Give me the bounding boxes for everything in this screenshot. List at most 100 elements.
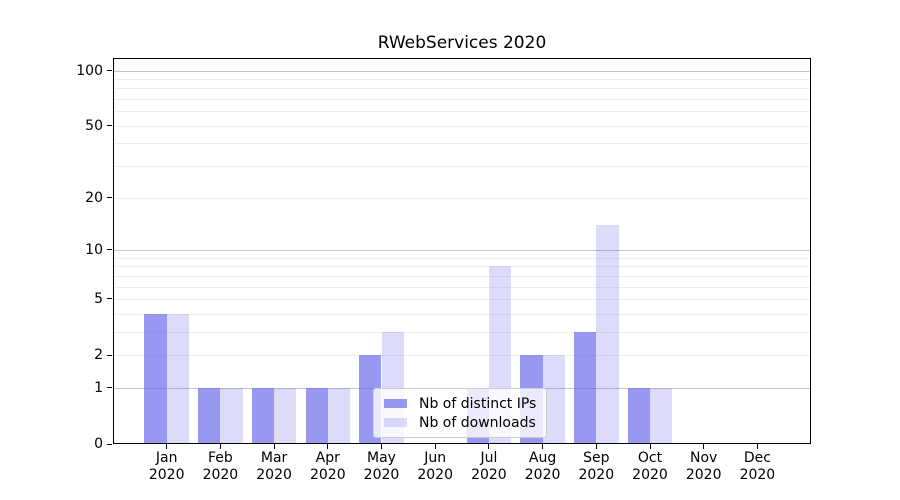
- gridline-major-10: [113, 249, 811, 251]
- x-tick-month: Apr: [315, 450, 340, 466]
- plot-frame: [113, 58, 811, 444]
- y-tick-label-0: 0: [94, 436, 103, 452]
- x-tick-month: Dec: [743, 450, 771, 466]
- x-tick-year: 2020: [363, 467, 400, 483]
- gridline-minor-6: [113, 286, 811, 288]
- gridline-minor-2: [113, 355, 811, 357]
- gridline-minor-40: [113, 143, 811, 145]
- y-tick-label-100: 100: [76, 62, 103, 79]
- x-tick-year: 2020: [632, 467, 668, 483]
- x-tick-label-may: May 2020: [350, 450, 414, 484]
- bar-nb-of-distinct-ips-jan: [144, 313, 167, 444]
- x-tick-mark-oct: [649, 444, 651, 449]
- x-tick-year: 2020: [471, 467, 507, 483]
- gridline-minor-5: [113, 298, 811, 300]
- y-tick-mark-5: [107, 298, 112, 300]
- gridline-minor-7: [113, 275, 811, 277]
- x-tick-month: Jun: [424, 450, 447, 466]
- x-tick-mark-jan: [166, 444, 168, 449]
- x-tick-mark-dec: [756, 444, 758, 449]
- gridline-minor-8: [113, 266, 811, 268]
- gridline-minor-20: [113, 197, 811, 199]
- bar-nb-of-distinct-ips-apr: [305, 387, 328, 444]
- x-tick-mark-apr: [327, 444, 329, 449]
- y-tick-mark-0: [107, 443, 112, 445]
- bar-nb-of-downloads-aug: [542, 355, 565, 444]
- gridline-minor-70: [113, 99, 811, 101]
- gridline-minor-50: [113, 125, 811, 127]
- x-tick-month: Feb: [207, 450, 233, 466]
- x-tick-label-nov: Nov 2020: [672, 450, 736, 484]
- legend-label: Nb of downloads: [419, 414, 536, 431]
- x-tick-mark-mar: [273, 444, 275, 449]
- legend-swatch-distinct-ips: [384, 399, 407, 408]
- gridline-minor-4: [113, 313, 811, 315]
- x-tick-mark-nov: [703, 444, 705, 449]
- x-tick-year: 2020: [578, 467, 615, 483]
- x-tick-year: 2020: [524, 467, 561, 483]
- legend-swatch-downloads: [384, 418, 407, 427]
- x-tick-label-dec: Dec 2020: [725, 450, 789, 484]
- x-tick-month: Oct: [637, 450, 663, 466]
- bar-nb-of-downloads-sep: [596, 224, 619, 444]
- x-tick-year: 2020: [256, 467, 292, 483]
- x-tick-label-jul: Jul 2020: [457, 450, 521, 484]
- legend-item-distinct-ips: Nb of distinct IPs: [384, 394, 536, 413]
- x-tick-mark-may: [381, 444, 382, 449]
- x-tick-year: 2020: [685, 467, 722, 483]
- y-tick-mark-10: [107, 249, 112, 251]
- bar-nb-of-distinct-ips-feb: [198, 387, 221, 444]
- x-tick-label-sep: Sep 2020: [564, 450, 628, 484]
- x-tick-label-mar: Mar 2020: [242, 450, 306, 484]
- legend: Nb of distinct IPs Nb of downloads: [373, 388, 548, 438]
- plot-area: 0 1 2 5 10 20 50 100 Jan 2020 Feb 2020 Mar 2020 Apr 202…: [76, 58, 811, 483]
- x-tick-year: 2020: [739, 467, 776, 483]
- x-tick-mark-jun: [434, 444, 436, 449]
- y-tick-label-50: 50: [85, 117, 103, 134]
- gridline-major-100: [113, 70, 811, 72]
- y-tick-label-5: 5: [94, 290, 103, 307]
- bar-nb-of-downloads-mar: [274, 387, 297, 444]
- x-tick-month: Nov: [690, 450, 718, 466]
- x-tick-month: Jan: [155, 450, 178, 466]
- x-tick-year: 2020: [202, 467, 239, 483]
- bar-nb-of-distinct-ips-oct: [627, 387, 650, 444]
- x-tick-month: Aug: [528, 450, 557, 466]
- x-tick-mark-aug: [542, 444, 544, 449]
- x-tick-year: 2020: [417, 467, 453, 483]
- x-tick-year: 2020: [309, 467, 346, 483]
- y-tick-label-1: 1: [94, 379, 103, 396]
- bar-nb-of-downloads-oct: [650, 387, 673, 444]
- gridline-minor-3: [113, 331, 811, 333]
- y-tick-mark-1: [107, 387, 112, 389]
- x-tick-month: Jul: [480, 450, 498, 466]
- x-tick-mark-feb: [219, 444, 221, 449]
- y-tick-mark-2: [107, 354, 112, 356]
- bar-nb-of-distinct-ips-sep: [574, 331, 597, 444]
- y-tick-label-10: 10: [85, 241, 103, 258]
- y-tick-mark-100: [107, 70, 112, 71]
- x-tick-label-oct: Oct 2020: [618, 450, 682, 484]
- x-tick-month: May: [367, 450, 396, 466]
- gridline-minor-9: [113, 257, 811, 259]
- x-tick-label-jun: Jun 2020: [403, 450, 467, 484]
- y-tick-mark-50: [107, 125, 112, 127]
- x-tick-mark-sep: [595, 444, 597, 449]
- bar-nb-of-downloads-jan: [166, 313, 189, 444]
- x-tick-mark-jul: [488, 444, 490, 449]
- x-tick-month: Sep: [583, 450, 610, 466]
- bar-nb-of-downloads-feb: [220, 387, 243, 444]
- x-tick-label-feb: Feb 2020: [188, 450, 252, 484]
- x-tick-label-jan: Jan 2020: [135, 450, 199, 484]
- y-tick-label-2: 2: [94, 347, 103, 364]
- x-tick-label-aug: Aug 2020: [511, 450, 575, 484]
- x-tick-month: Mar: [260, 450, 288, 466]
- y-tick-label-20: 20: [85, 189, 103, 206]
- x-tick-year: 2020: [148, 467, 185, 483]
- gridline-minor-80: [113, 88, 811, 90]
- chart-title: RWebServices 2020: [377, 33, 547, 53]
- gridline-minor-60: [113, 111, 811, 113]
- bar-nb-of-distinct-ips-mar: [251, 387, 275, 444]
- legend-label: Nb of distinct IPs: [419, 395, 537, 412]
